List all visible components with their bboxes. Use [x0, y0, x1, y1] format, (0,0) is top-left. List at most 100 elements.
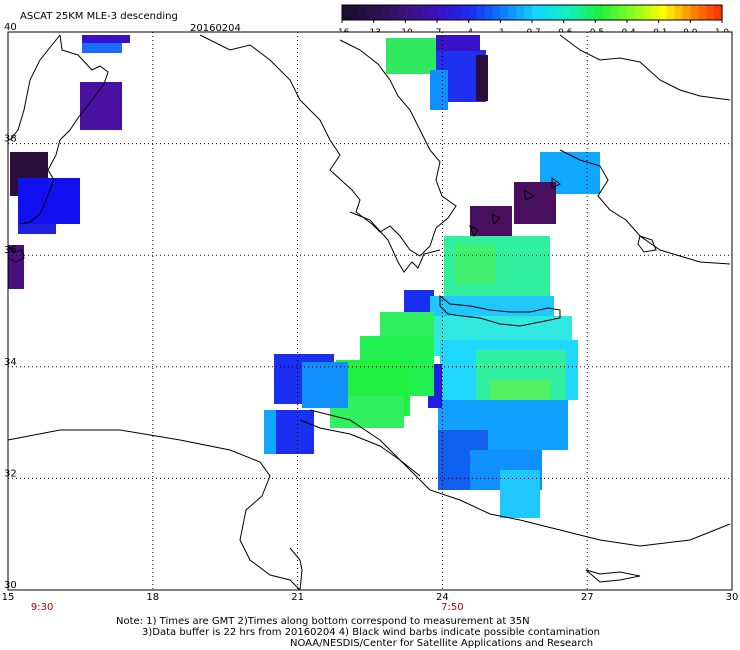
data-cell	[386, 38, 436, 74]
coastline-peloponnese	[349, 211, 441, 273]
note-line-3: NOAA/NESDIS/Center for Satellite Applica…	[290, 638, 594, 649]
y-tick-label: 36	[4, 245, 17, 256]
colorbar-swatch	[397, 5, 406, 20]
data-cell	[454, 244, 496, 284]
coastline-italy	[9, 34, 109, 225]
time-labels: 9:30 7:50	[31, 602, 464, 613]
coastlines	[7, 34, 731, 591]
data-cell	[476, 55, 488, 101]
colorbar-swatch	[349, 5, 359, 20]
data-cell	[18, 224, 56, 234]
note-line-1: Note: 1) Times are GMT 2)Times along bot…	[116, 616, 530, 627]
data-cell	[500, 470, 540, 518]
colorbar-swatch	[405, 5, 414, 20]
data-cell	[264, 410, 276, 454]
colorbar-swatch	[658, 5, 668, 20]
colorbar-swatch	[421, 5, 430, 20]
data-cell	[302, 362, 348, 408]
colorbar-swatch	[508, 5, 517, 20]
x-tick-label: 30	[726, 592, 739, 603]
graticule	[8, 32, 732, 590]
colorbar-swatch	[682, 5, 691, 20]
colorbar-swatch	[627, 5, 636, 20]
map-area	[7, 31, 733, 591]
colorbar-swatch	[650, 5, 660, 20]
colorbar-swatch	[587, 5, 596, 20]
x-axis-labels: 15 18 21 24 27 30	[2, 592, 739, 603]
colorbar-swatch	[642, 5, 652, 20]
colorbar-swatch	[342, 5, 351, 20]
colorbar-swatch	[484, 5, 494, 20]
coastline-turkey	[559, 34, 731, 265]
colorbar-swatch	[619, 5, 628, 20]
y-tick-label: 34	[4, 357, 17, 368]
coastline-africa	[7, 409, 731, 591]
colorbar-swatch	[373, 5, 383, 20]
coastline-crete	[439, 294, 561, 327]
colorbar-swatch	[381, 5, 391, 20]
colorbar-swatch	[690, 5, 699, 20]
coastline-sicily	[7, 245, 25, 263]
colorbar-swatch	[706, 5, 715, 20]
colorbar-swatch	[468, 5, 478, 20]
island-rhodes	[637, 235, 657, 253]
colorbar-swatch	[429, 5, 438, 20]
colorbar-swatch	[539, 5, 549, 20]
colorbar-swatch	[563, 5, 573, 20]
colorbar-swatch	[524, 5, 533, 20]
colorbar-swatch	[365, 5, 375, 20]
colorbar-swatch	[555, 5, 565, 20]
data-cell	[470, 206, 512, 236]
data-cell	[514, 182, 556, 224]
x-tick-label: 18	[146, 592, 159, 603]
colorbar-swatch	[389, 5, 399, 20]
colorbar-swatch	[357, 5, 367, 20]
data-cell	[436, 35, 480, 51]
product-date: 20160204	[190, 23, 241, 34]
colorbar-swatch	[714, 5, 723, 20]
time-label: 7:50	[441, 602, 463, 613]
colorbar-swatch	[579, 5, 589, 20]
y-tick-label: 30	[4, 580, 17, 591]
colorbar-swatch	[603, 5, 612, 20]
product-title: ASCAT 25KM MLE-3 descending	[20, 11, 178, 22]
colorbar-swatch	[595, 5, 604, 20]
y-tick-label: 40	[4, 22, 17, 33]
y-axis-labels: 30 32 34 36 38 40	[4, 22, 17, 591]
colorbar-swatch	[476, 5, 486, 20]
colorbar-swatch	[492, 5, 501, 20]
colorbar-swatch	[571, 5, 581, 20]
colorbar-swatch	[611, 5, 620, 20]
data-cell	[18, 178, 80, 224]
data-cell	[82, 43, 122, 53]
time-label: 9:30	[31, 602, 53, 613]
y-tick-label: 38	[4, 134, 17, 145]
colorbar-swatch	[500, 5, 509, 20]
x-tick-label: 24	[436, 592, 449, 603]
colorbar-swatch	[516, 5, 525, 20]
coastline-greece	[199, 34, 457, 257]
x-tick-label: 15	[2, 592, 15, 603]
colorbar-swatch	[674, 5, 684, 20]
data-cell	[82, 35, 130, 43]
colorbar-swatch	[666, 5, 676, 20]
data-cell	[80, 82, 122, 130]
note-line-2: 3)Data buffer is 22 hrs from 20160204 4)…	[142, 627, 600, 638]
colorbar-swatch	[444, 5, 454, 20]
wind-data-cells	[8, 35, 600, 518]
colorbar-swatch	[634, 5, 644, 20]
colorbar-swatch	[532, 5, 541, 20]
island-cyclades	[469, 177, 641, 583]
data-cell	[8, 245, 24, 289]
x-tick-label: 27	[581, 592, 594, 603]
y-tick-label: 32	[4, 468, 17, 479]
colorbar-swatch	[547, 5, 557, 20]
colorbar-swatch	[437, 5, 446, 20]
colorbar-swatch	[460, 5, 470, 20]
colorbar-swatch	[698, 5, 707, 20]
x-tick-label: 21	[291, 592, 304, 603]
data-cell	[430, 70, 448, 110]
data-cell	[404, 290, 434, 312]
colorbar-swatch	[452, 5, 462, 20]
